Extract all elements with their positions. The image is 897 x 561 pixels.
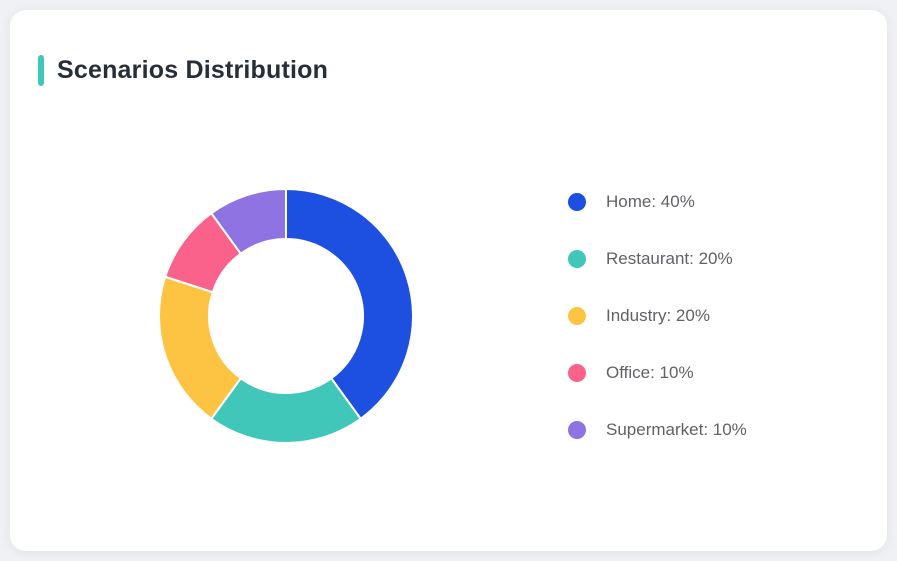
legend-item-industry[interactable]: Industry: 20% — [568, 306, 747, 325]
card-header: Scenarios Distribution — [38, 54, 328, 86]
legend-dot-restaurant — [568, 249, 586, 268]
legend-dot-industry — [568, 306, 586, 325]
legend-item-supermarket[interactable]: Supermarket: 10% — [568, 420, 747, 439]
scenarios-distribution-card: Scenarios Distribution Home: 40% Restaura… — [10, 10, 887, 551]
legend-label: Office: 10% — [606, 362, 694, 382]
donut-slice-supermarket[interactable] — [210, 188, 287, 255]
donut-chart — [158, 188, 414, 444]
legend-dot-supermarket — [568, 420, 586, 439]
legend-dot-home — [568, 192, 586, 211]
legend-label: Home: 40% — [606, 191, 695, 211]
legend-item-home[interactable]: Home: 40% — [568, 192, 747, 211]
legend-label: Industry: 20% — [606, 305, 710, 325]
legend-item-office[interactable]: Office: 10% — [568, 363, 747, 382]
title-accent-bar — [38, 54, 44, 86]
legend-label: Supermarket: 10% — [606, 419, 747, 439]
legend: Home: 40% Restaurant: 20% Industry: 20% Off… — [568, 192, 747, 477]
donut-slice-home[interactable] — [285, 188, 414, 420]
card-title: Scenarios Distribution — [57, 55, 329, 84]
legend-item-restaurant[interactable]: Restaurant: 20% — [568, 249, 747, 268]
legend-label: Restaurant: 20% — [606, 248, 733, 268]
legend-dot-office — [568, 363, 586, 382]
